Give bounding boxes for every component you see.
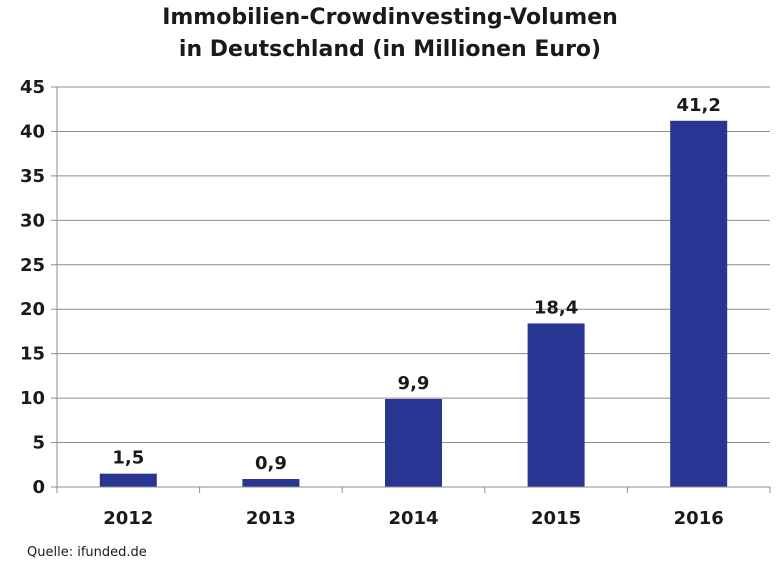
gridlines: [57, 86, 770, 444]
x-tick-label-2014: 2014: [388, 508, 438, 529]
y-tick-label: 0: [32, 477, 45, 498]
y-tick-label: 35: [20, 166, 45, 187]
data-label-2013: 0,9: [255, 453, 287, 474]
y-tick-label: 40: [20, 121, 45, 142]
source-note: Quelle: ifunded.de: [27, 545, 147, 560]
data-label-2012: 1,5: [112, 448, 144, 469]
y-tick-label: 30: [20, 210, 45, 231]
chart-title-line-1: Immobilien-Crowdinvesting-Volumen: [162, 5, 618, 30]
y-tick-label: 25: [20, 255, 45, 276]
y-tick-label: 20: [20, 299, 45, 320]
data-labels: 1,5 0,9 9,9 18,4 41,2: [112, 95, 721, 474]
bar-2012: [99, 473, 157, 487]
bars: [99, 120, 728, 488]
y-tick-label: 15: [20, 344, 45, 365]
x-tick-label-2016: 2016: [674, 508, 724, 529]
y-axis-ticks: 0 5 10 15 20 25 30 35 40 45: [20, 77, 57, 498]
bar-2013: [242, 479, 300, 487]
x-tick-label-2012: 2012: [103, 508, 153, 529]
chart-title-line-2: in Deutschland (in Millionen Euro): [179, 37, 601, 62]
data-label-2014: 9,9: [398, 373, 430, 394]
y-tick-label: 45: [20, 77, 45, 98]
x-tick-label-2013: 2013: [246, 508, 296, 529]
data-label-2015: 18,4: [534, 297, 578, 318]
axes: [56, 87, 770, 488]
y-tick-label: 5: [32, 433, 45, 454]
data-label-2016: 41,2: [676, 95, 720, 116]
y-tick-label: 10: [20, 388, 45, 409]
bar-2015: [527, 323, 585, 487]
x-axis-ticks: 2012 2013 2014 2015 2016: [56, 487, 771, 529]
bar-2016: [670, 120, 728, 488]
x-tick-label-2015: 2015: [531, 508, 581, 529]
bar-2014: [385, 399, 442, 487]
